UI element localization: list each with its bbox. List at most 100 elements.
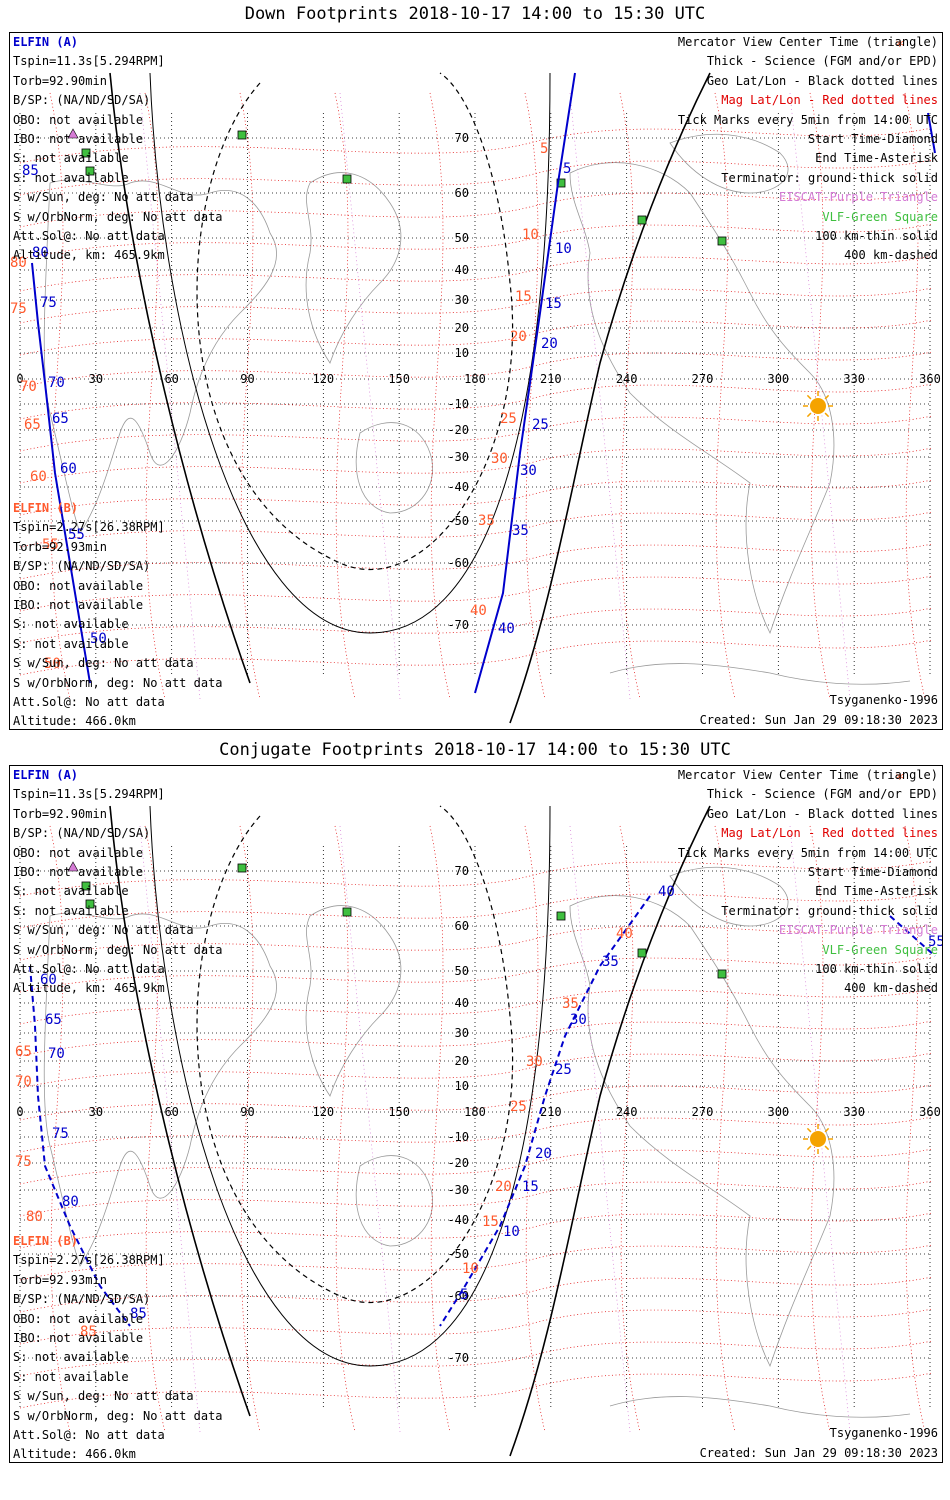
lon-tick-label: 30 [89, 1105, 103, 1119]
lon-tick-label: 90 [240, 372, 254, 386]
elfin-b-info-line: S w/OrbNorm, deg: No att data [13, 675, 223, 690]
elfin-a-info: ELFIN (A) Tspin=11.3s[5.294RPM] Torb=92.90… [13, 766, 223, 999]
elfin-b-tick-label: 70 [15, 1074, 32, 1090]
lon-tick-label: 300 [767, 372, 789, 386]
elfin-a-tick-label: 75 [52, 1126, 69, 1142]
elfin-a-tick-label: 75 [40, 295, 57, 311]
conjugate-footprints-map: 0 30 60 90 120 150 180 210 240 270 300 330 360 70 60 50… [9, 765, 943, 1463]
elfin-b-tick-label: 30 [526, 1054, 543, 1070]
elfin-a-info-line: B/SP: (NA/ND/SD/SA) [13, 93, 151, 108]
elfin-a-tick-label: 85 [22, 163, 39, 179]
legend-entry: Geo Lat/Lon - Black dotted lines [706, 73, 938, 88]
elfin-b-info-line: S: not available [13, 1369, 129, 1384]
vlf-station-marker [717, 969, 727, 979]
lon-tick-label: 360 [919, 1105, 941, 1119]
elfin-b-tick-label: 15 [482, 1214, 499, 1230]
lat-tick-label: 40 [455, 263, 469, 277]
elfin-a-info-line: Altitude, km: 465.9km [13, 981, 165, 996]
elfin-b-info-line: Altitude: 466.0km [13, 1447, 136, 1462]
elfin-b-tick-label: 85 [80, 1324, 97, 1340]
vlf-station-marker [717, 236, 727, 246]
sun-marker [803, 1124, 833, 1154]
vlf-station-marker [81, 881, 91, 891]
elfin-a-tick-label: 5 [563, 161, 571, 177]
lon-tick-label: 30 [89, 372, 103, 386]
lon-tick-label: 270 [692, 372, 714, 386]
elfin-a-tick-label: 25 [555, 1062, 572, 1078]
boundary-400km [196, 805, 514, 1303]
lat-tick-label: -10 [447, 1130, 469, 1144]
lat-tick-label: -60 [447, 1289, 469, 1303]
eiscat-triangle [67, 128, 79, 139]
lat-tick-label: -20 [447, 1156, 469, 1170]
legend-entry: Geo Lat/Lon - Black dotted lines [706, 806, 938, 821]
lon-tick-label: 0 [16, 1105, 23, 1119]
model-label: Tsyganenko-1996 [829, 1426, 938, 1440]
end-time-asterisk: * [895, 769, 905, 788]
legend-entry: Mag Lat/Lon - Red dotted lines [721, 826, 938, 841]
lon-tick-label: 240 [616, 372, 638, 386]
down-footprints-title: Down Footprints 2018-10-17 14:00 to 15:3… [244, 4, 706, 24]
polar-arcs [139, 825, 851, 1433]
terminator-west [109, 72, 251, 684]
elfin-a-tick-label: 5 [460, 1287, 468, 1303]
lat-tick-label: 20 [455, 321, 469, 335]
lat-tick-label: -30 [447, 1183, 469, 1197]
elfin-a-tick-label: 80 [62, 1194, 79, 1210]
elfin-a-info-line: Att.Sol@: No att data [13, 229, 165, 244]
lat-tick-label: 70 [455, 131, 469, 145]
elfin-a-info-line: Tspin=11.3s[5.294RPM] [13, 787, 165, 802]
elfin-b-info-line: Torb=92.93min [13, 1272, 107, 1287]
elfin-a-tick-label: 55 [68, 527, 85, 543]
elfin-b-tick-label: 55 [42, 537, 59, 553]
elfin-b-tick-label: 80 [10, 255, 27, 271]
elfin-a-tick-label: 40 [658, 884, 675, 900]
terminator-west [109, 805, 251, 1417]
legend-entry: EISCAT-Purple Triangle [779, 923, 938, 938]
elfin-b-info-line: S: not available [13, 617, 129, 632]
elfin-a-tick-label: 70 [48, 1046, 65, 1062]
legend-entry: Terminator: ground-thick solid [721, 903, 938, 918]
elfin-a-tick-label: 50 [90, 631, 107, 647]
elfin-a-info-line: Att.Sol@: No att data [13, 962, 165, 977]
elfin-a-tick-label: 15 [545, 296, 562, 312]
elfin-b-info-line: OBO: not available [13, 578, 144, 593]
elfin-a-tick-label: 65 [45, 1012, 62, 1028]
elfin-a-tick-label: 35 [512, 523, 529, 539]
terminator-east [509, 72, 711, 724]
terminator-lines [109, 805, 711, 1457]
elfin-a-time-labels: 5 10 15 20 25 30 35 40 85 80 75 70 65 60 55 50 [22, 161, 572, 647]
mag-grid [19, 92, 933, 700]
elfin-a-tick-label: 20 [541, 336, 558, 352]
elfin-a-tick-label: 10 [555, 241, 572, 257]
lon-tick-label: 150 [388, 372, 410, 386]
elfin-a-info-line: B/SP: (NA/ND/SD/SA) [13, 826, 151, 841]
elfin-a-track-edge [927, 112, 936, 154]
elfin-a-info-line: IBO: not available [13, 865, 144, 880]
elfin-a-info-line: S: not available [13, 170, 129, 185]
elfin-b-tick-label: 75 [10, 301, 27, 317]
elfin-b-info-line: Tspin=2.27s[26.38RPM] [13, 520, 165, 535]
elfin-b-tick-label: 50 [44, 656, 61, 672]
legend-entry: End Time-Asterisk [815, 151, 938, 166]
created-timestamp: Created: Sun Jan 29 09:18:30 2023 [699, 713, 938, 727]
map-canvas: 0 30 60 90 120 150 180 210 240 270 300 330 360 70 60 50… [10, 36, 941, 724]
elfin-b-tick-label: 70 [20, 379, 37, 395]
elfin-b-tick-label: 35 [478, 513, 495, 529]
elfin-a-tick-label: 80 [32, 245, 49, 261]
elfin-b-info-line: B/SP: (NA/ND/SD/SA) [13, 1292, 151, 1307]
elfin-b-info-line: Altitude: 466.0km [13, 714, 136, 729]
elfin-b-info-line: IBO: not available [13, 598, 144, 613]
vlf-station-marker [237, 863, 247, 873]
elfin-b-info-line: B/SP: (NA/ND/SD/SA) [13, 559, 151, 574]
lat-tick-label: 20 [455, 1054, 469, 1068]
lat-tick-label: 30 [455, 1026, 469, 1040]
lon-tick-label: 0 [16, 372, 23, 386]
legend-entry: Start Time-Diamond [807, 132, 938, 147]
lat-tick-label: 10 [455, 346, 469, 360]
boundary-100km [149, 72, 551, 634]
legend-entry: VLF-Green Square [822, 942, 938, 957]
elfin-a-info-line: S w/OrbNorm, deg: No att data [13, 209, 223, 224]
lat-tick-label: -50 [447, 514, 469, 528]
